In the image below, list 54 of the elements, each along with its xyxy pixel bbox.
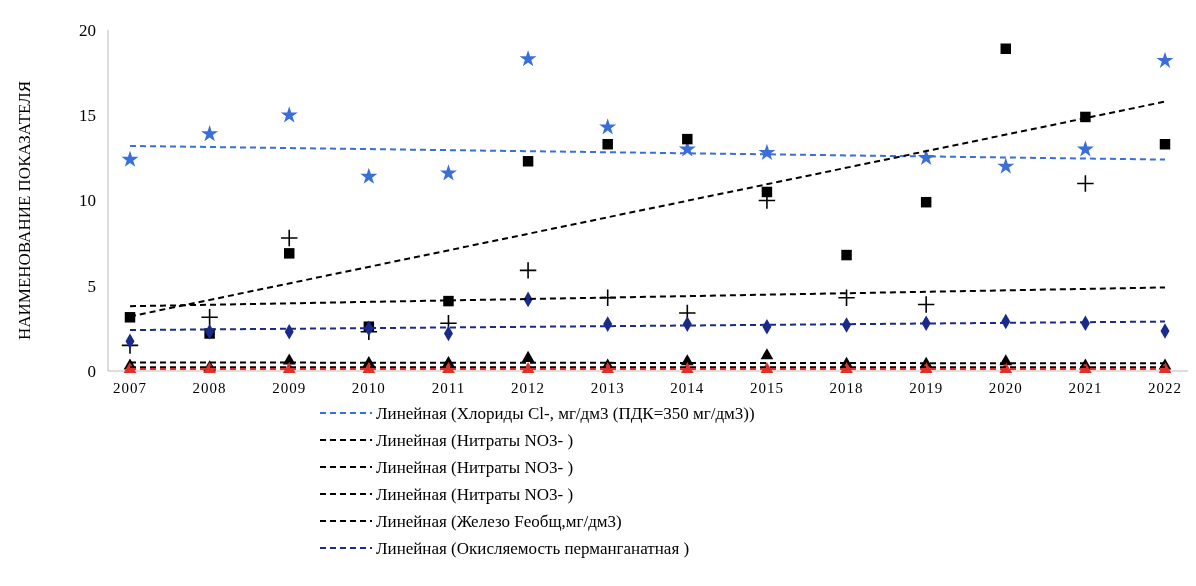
point (602, 138, 613, 150)
x-tick-label: 2021 (1068, 380, 1103, 396)
point (439, 164, 457, 181)
legend-label: Линейная (Нитраты NO3- ) (376, 484, 574, 504)
point (280, 106, 298, 123)
x-tick-label: 2018 (829, 380, 864, 396)
legend-label: Линейная (Нитраты NO3- ) (376, 457, 574, 477)
point (997, 157, 1015, 174)
x-tick-label: 2011 (431, 380, 466, 396)
point (1076, 174, 1095, 193)
y-tick-label: 0 (87, 361, 96, 381)
point (1000, 43, 1012, 54)
point (200, 308, 219, 327)
point (1076, 140, 1094, 157)
x-tick-label: 2014 (670, 380, 705, 396)
y-tick-label: 20 (79, 20, 96, 40)
point (283, 248, 295, 259)
point (519, 50, 537, 67)
point (917, 295, 936, 314)
y-tick-label: 15 (79, 106, 96, 126)
point (360, 167, 378, 184)
point (1159, 138, 1171, 150)
x-tick-label: 2022 (1148, 380, 1182, 396)
legend-label: Линейная (Нитраты NO3- ) (376, 430, 574, 450)
legend-label: Линейная (Железо Feобщ,мг/дм3) (376, 511, 622, 531)
point (599, 118, 617, 135)
x-tick-label: 2020 (988, 380, 1023, 396)
x-tick-label: 2019 (909, 380, 944, 396)
x-tick-label: 2009 (272, 380, 307, 396)
x-tick-label: 2015 (749, 380, 784, 396)
point (522, 156, 534, 167)
point (682, 133, 693, 145)
x-tick-label: 2010 (351, 380, 386, 396)
x-tick-label: 2007 (113, 380, 147, 396)
point (121, 150, 139, 167)
y-tick-label: 5 (87, 276, 96, 296)
y-axis-title: НАИМЕНОВАНИЕ ПОКАЗАТЕЛЯ (15, 80, 34, 341)
point (758, 143, 776, 160)
point (920, 196, 932, 208)
point (521, 350, 535, 362)
legend-label: Линейная (Окисляемость перманганатная ) (376, 538, 690, 558)
legend-label: Линейная (Хлориды Cl-, мг/дм3 (ПДК=350 мг/дм3)) (376, 403, 755, 423)
point (760, 348, 774, 360)
y-tick-label: 10 (79, 191, 96, 211)
x-tick-label: 2008 (192, 380, 227, 396)
point (280, 229, 299, 248)
point (837, 288, 856, 307)
point (519, 261, 538, 280)
x-tick-label: 2012 (511, 380, 546, 396)
x-tick-label: 2013 (590, 380, 625, 396)
point (201, 125, 219, 142)
point (841, 249, 852, 261)
point (1156, 51, 1174, 68)
point (124, 312, 136, 323)
